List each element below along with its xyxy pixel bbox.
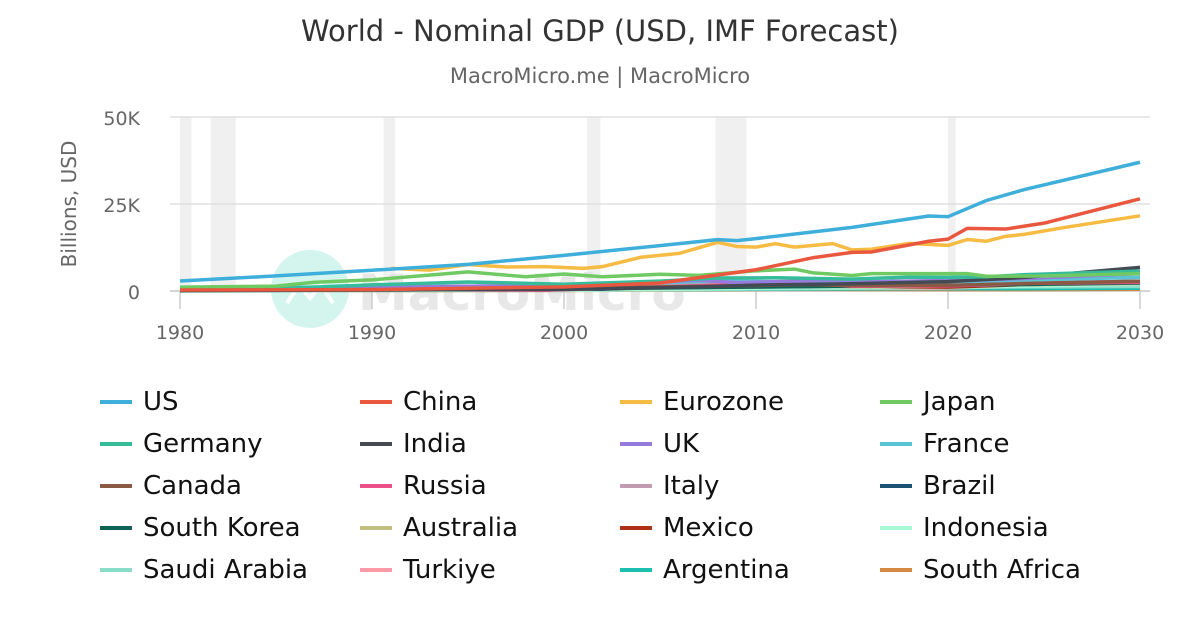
x-tick-label: 2030 <box>1116 322 1164 344</box>
series-line-china <box>179 197 1141 292</box>
legend-swatch <box>620 568 652 572</box>
legend-item-turkiye[interactable]: Turkiye <box>360 555 496 585</box>
series-line-eurozone <box>391 214 1141 272</box>
chart-subtitle: MacroMicro.me | MacroMicro <box>449 64 751 88</box>
legend-item-indonesia[interactable]: Indonesia <box>880 513 1049 543</box>
legend-label: UK <box>663 429 700 459</box>
legend-swatch <box>100 526 132 530</box>
legend-swatch <box>100 568 132 572</box>
legend-item-japan[interactable]: Japan <box>880 387 996 417</box>
legend-swatch <box>880 400 912 404</box>
legend-swatch <box>620 400 652 404</box>
legend-label: South Africa <box>923 555 1081 585</box>
series-line-japan <box>179 267 1141 289</box>
legend-item-south-africa[interactable]: South Africa <box>880 555 1081 585</box>
legend-swatch <box>360 400 392 404</box>
legend-label: Mexico <box>663 513 754 543</box>
legend-label: Italy <box>663 471 720 501</box>
x-tick-label: 2010 <box>732 322 780 344</box>
legend-item-mexico[interactable]: Mexico <box>620 513 754 543</box>
legend-item-china[interactable]: China <box>360 387 477 417</box>
legend-swatch <box>620 442 652 446</box>
legend-swatch <box>880 442 912 446</box>
legend-label: Japan <box>923 387 996 417</box>
legend-item-germany[interactable]: Germany <box>100 429 263 459</box>
legend-label: China <box>403 387 478 417</box>
legend-swatch <box>100 442 132 446</box>
legend-item-uk[interactable]: UK <box>620 429 699 459</box>
legend-label: Australia <box>403 513 519 543</box>
legend-label: Indonesia <box>923 513 1049 543</box>
legend-item-france[interactable]: France <box>880 429 1009 459</box>
legend-label: Russia <box>403 471 487 501</box>
legend-item-south-korea[interactable]: South Korea <box>100 513 301 543</box>
legend-swatch <box>880 568 912 572</box>
legend-item-saudi-arabia[interactable]: Saudi Arabia <box>100 555 308 585</box>
y-tick-label: 25K <box>103 195 140 217</box>
legend-label: France <box>923 429 1010 459</box>
legend-item-russia[interactable]: Russia <box>360 471 487 501</box>
legend-swatch <box>360 526 392 530</box>
legend-swatch <box>360 484 392 488</box>
watermark-text: MacroMicro <box>358 264 686 322</box>
x-tick-label: 1980 <box>156 322 204 344</box>
series-line-us <box>179 160 1141 283</box>
legend-item-canada[interactable]: Canada <box>100 471 242 501</box>
legend-label: Saudi Arabia <box>143 555 308 585</box>
legend-label: India <box>403 429 467 459</box>
legend-swatch <box>100 484 132 488</box>
line-chart: 0 25K 50K MacroMicro 1980 1990 2000 2010 2020 203… <box>57 108 1164 344</box>
legend-swatch <box>620 526 652 530</box>
legend-label: US <box>143 387 179 417</box>
chart-title: World - Nominal GDP (USD, IMF Forecast) <box>301 14 899 48</box>
x-tick-label: 1990 <box>348 322 396 344</box>
y-tick-label: 0 <box>128 282 140 304</box>
legend-label: Canada <box>143 471 242 501</box>
x-tick-label: 2000 <box>540 322 588 344</box>
legend-swatch <box>880 526 912 530</box>
legend-item-india[interactable]: India <box>360 429 467 459</box>
legend-swatch <box>100 400 132 404</box>
legend-item-brazil[interactable]: Brazil <box>880 471 996 501</box>
legend-item-us[interactable]: US <box>100 387 179 417</box>
legend-label: Eurozone <box>663 387 784 417</box>
legend-label: Germany <box>143 429 263 459</box>
y-axis-label: Billions, USD <box>57 141 81 268</box>
y-tick-label: 50K <box>103 108 140 130</box>
legend-label: Argentina <box>663 555 790 585</box>
x-tick-label: 2020 <box>924 322 972 344</box>
legend-item-argentina[interactable]: Argentina <box>620 555 790 585</box>
legend-swatch <box>360 568 392 572</box>
legend-label: South Korea <box>143 513 301 543</box>
legend-swatch <box>620 484 652 488</box>
legend-item-australia[interactable]: Australia <box>360 513 518 543</box>
legend-item-italy[interactable]: Italy <box>620 471 719 501</box>
legend-swatch <box>880 484 912 488</box>
legend-swatch <box>360 442 392 446</box>
legend-item-eurozone[interactable]: Eurozone <box>620 387 784 417</box>
legend-label: Brazil <box>923 471 996 501</box>
legend-label: Turkiye <box>403 555 496 585</box>
